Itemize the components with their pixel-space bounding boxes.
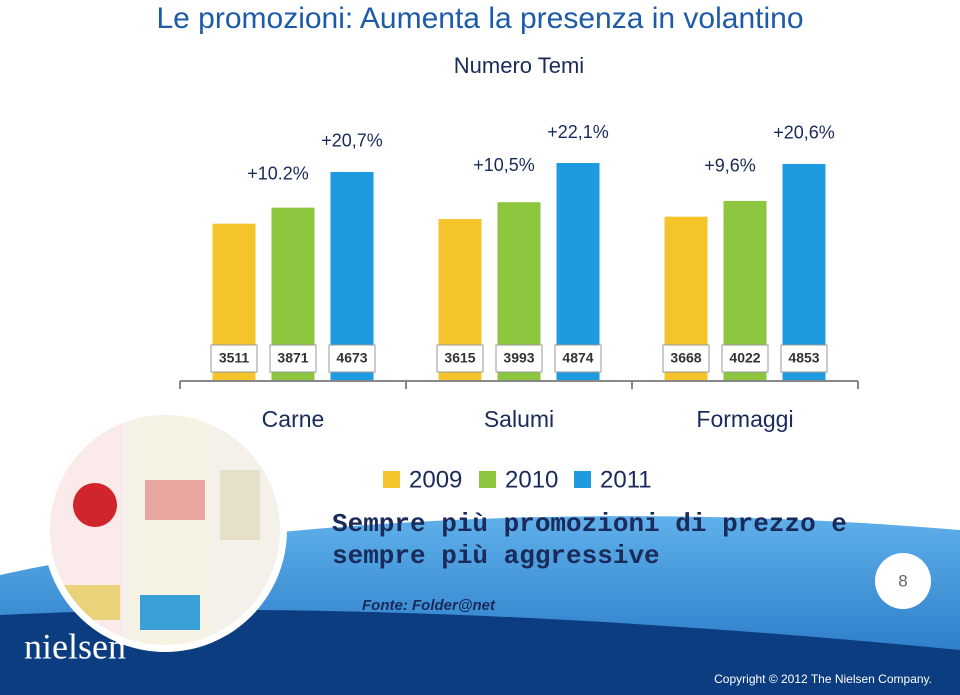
legend-label: 2009 (409, 466, 462, 493)
x-tick-label: Salumi (484, 406, 554, 432)
legend-label: 2011 (600, 466, 652, 493)
value-label: 3615 (444, 350, 475, 366)
flyer-image (50, 415, 280, 645)
legend-label: 2010 (505, 466, 558, 493)
logo: nielsen (24, 626, 126, 666)
value-box (269, 344, 317, 373)
value-box (495, 344, 543, 373)
growth-label: +9,6% (704, 156, 756, 176)
legend-swatch (383, 471, 400, 488)
value-label: 4673 (336, 350, 367, 366)
legend-swatch (574, 471, 591, 488)
value-label: 3993 (503, 350, 534, 366)
footer-band (0, 609, 960, 695)
title: Le promozioni: Aumenta la presenza in vo… (156, 2, 803, 35)
source: Fonte: Folder@net (362, 597, 496, 614)
bar (556, 163, 600, 380)
page-number: 8 (898, 571, 907, 590)
bar (782, 163, 826, 380)
growth-label: +10.2% (247, 164, 309, 184)
subtitle: Numero Temi (454, 53, 584, 78)
x-tick-label: Carne (262, 406, 325, 432)
value-box (328, 344, 376, 373)
note-line: sempre più aggressive (332, 541, 660, 571)
note-line: Sempre più promozioni di prezzo e (332, 509, 847, 539)
page-badge (875, 553, 931, 609)
growth-label: +20,7% (321, 131, 383, 151)
value-box (436, 344, 484, 373)
value-box (554, 344, 602, 373)
x-tick-label: Formaggi (696, 406, 793, 432)
growth-label: +20,6% (773, 123, 835, 143)
value-box (780, 344, 828, 373)
value-box (721, 344, 769, 373)
value-label: 4022 (729, 350, 760, 366)
value-label: 3668 (670, 350, 701, 366)
value-label: 3871 (277, 350, 308, 366)
value-box (210, 344, 258, 373)
legend-swatch (479, 471, 496, 488)
growth-label: +22,1% (547, 122, 609, 142)
value-label: 4874 (562, 350, 593, 366)
value-label: 4853 (788, 350, 819, 366)
value-label: 3511 (219, 350, 250, 366)
growth-label: +10,5% (473, 155, 535, 175)
copyright: Copyright © 2012 The Nielsen Company. (714, 672, 932, 686)
value-box (662, 344, 710, 373)
